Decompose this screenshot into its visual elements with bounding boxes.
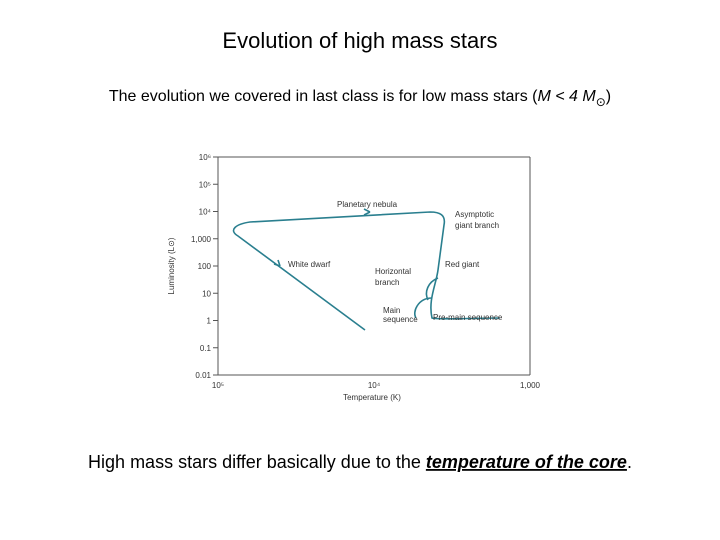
y-tick-label: 10⁵ (199, 180, 211, 189)
arrow (363, 208, 371, 216)
label: Horizontal (375, 267, 411, 276)
y-axis-label: Luminosity (L⊙) (167, 237, 176, 294)
subtitle-text: The evolution we covered in last class i… (109, 88, 538, 105)
y-tick-label: 1,000 (191, 235, 212, 244)
subtitle-subscript: ⊙ (596, 95, 606, 109)
label: giant branch (455, 221, 499, 230)
label: Planetary nebula (337, 200, 398, 209)
footer-emphasis: temperature of the core (426, 452, 627, 472)
subtitle-italic: M < 4 M (537, 88, 596, 105)
label: Asymptotic (455, 210, 494, 219)
x-tick-label: 10⁴ (368, 381, 381, 390)
evolution-track (232, 211, 501, 331)
x-tick-label: 10⁵ (212, 381, 224, 390)
track (232, 208, 501, 331)
y-tick-label: 100 (198, 262, 212, 271)
main-sequence-loop (414, 297, 433, 319)
footer-text: High mass stars differ basically due to … (88, 452, 426, 472)
x-axis-label: Temperature (K) (343, 393, 401, 402)
horizontal-branch (425, 277, 439, 301)
y-tick-label: 10 (202, 289, 211, 298)
y-tick-label: 1 (207, 317, 212, 326)
y-tick-label: 10⁶ (199, 153, 211, 162)
footer-end: . (627, 452, 632, 472)
y-tick-label: 0.1 (200, 344, 212, 353)
subtitle: The evolution we covered in last class i… (109, 88, 611, 109)
label: Pre-main sequence (433, 313, 503, 322)
slide-title: Evolution of high mass stars (222, 28, 497, 53)
y-ticks: 10⁶ 10⁵ 10⁴ 1,000 100 10 1 0.1 0.01 (191, 153, 218, 380)
label: Red giant (445, 260, 480, 269)
label: branch (375, 278, 399, 287)
subtitle-end: ) (606, 88, 611, 105)
label: White dwarf (288, 260, 331, 269)
arrow (273, 259, 281, 267)
x-tick-label: 1,000 (520, 381, 541, 390)
x-ticks: 10⁵ 10⁴ 1,000 (212, 381, 541, 390)
y-tick-label: 0.01 (195, 371, 211, 380)
y-tick-label: 10⁴ (199, 208, 212, 217)
track-labels: Planetary nebula Asymptotic giant branch… (288, 200, 503, 324)
label: Main (383, 306, 400, 315)
footer: High mass stars differ basically due to … (88, 452, 632, 472)
label: sequence (383, 315, 418, 324)
